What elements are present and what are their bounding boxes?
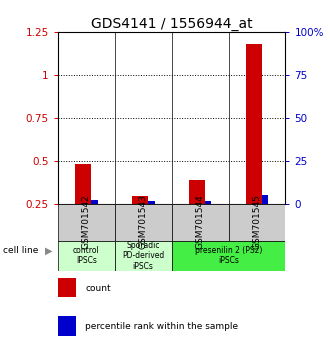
Bar <box>172 204 228 241</box>
Bar <box>262 195 268 204</box>
Text: GSM701545: GSM701545 <box>252 195 261 250</box>
Text: Sporadic
PD-derived
iPSCs: Sporadic PD-derived iPSCs <box>122 241 164 270</box>
Bar <box>132 196 148 246</box>
Bar <box>148 201 154 204</box>
Bar <box>115 204 172 241</box>
Text: control
IPSCs: control IPSCs <box>73 246 100 266</box>
Bar <box>91 200 98 204</box>
Bar <box>115 241 172 271</box>
Bar <box>58 316 76 336</box>
Text: cell line: cell line <box>3 246 39 255</box>
Title: GDS4141 / 1556944_at: GDS4141 / 1556944_at <box>91 17 252 31</box>
Bar <box>58 278 76 297</box>
Text: percentile rank within the sample: percentile rank within the sample <box>85 322 238 331</box>
Bar <box>246 44 262 246</box>
Text: GSM701542: GSM701542 <box>82 195 91 250</box>
Bar <box>58 241 115 271</box>
Bar <box>75 164 91 246</box>
Text: GSM701543: GSM701543 <box>139 195 148 250</box>
Text: presenilin 2 (PS2)
iPSCs: presenilin 2 (PS2) iPSCs <box>195 246 262 266</box>
Text: count: count <box>85 284 111 293</box>
Bar <box>189 181 205 246</box>
Text: ▶: ▶ <box>45 246 52 256</box>
Bar <box>58 204 115 241</box>
Bar <box>228 204 285 241</box>
Text: GSM701544: GSM701544 <box>196 195 205 250</box>
Bar <box>205 201 212 204</box>
Bar <box>172 241 285 271</box>
